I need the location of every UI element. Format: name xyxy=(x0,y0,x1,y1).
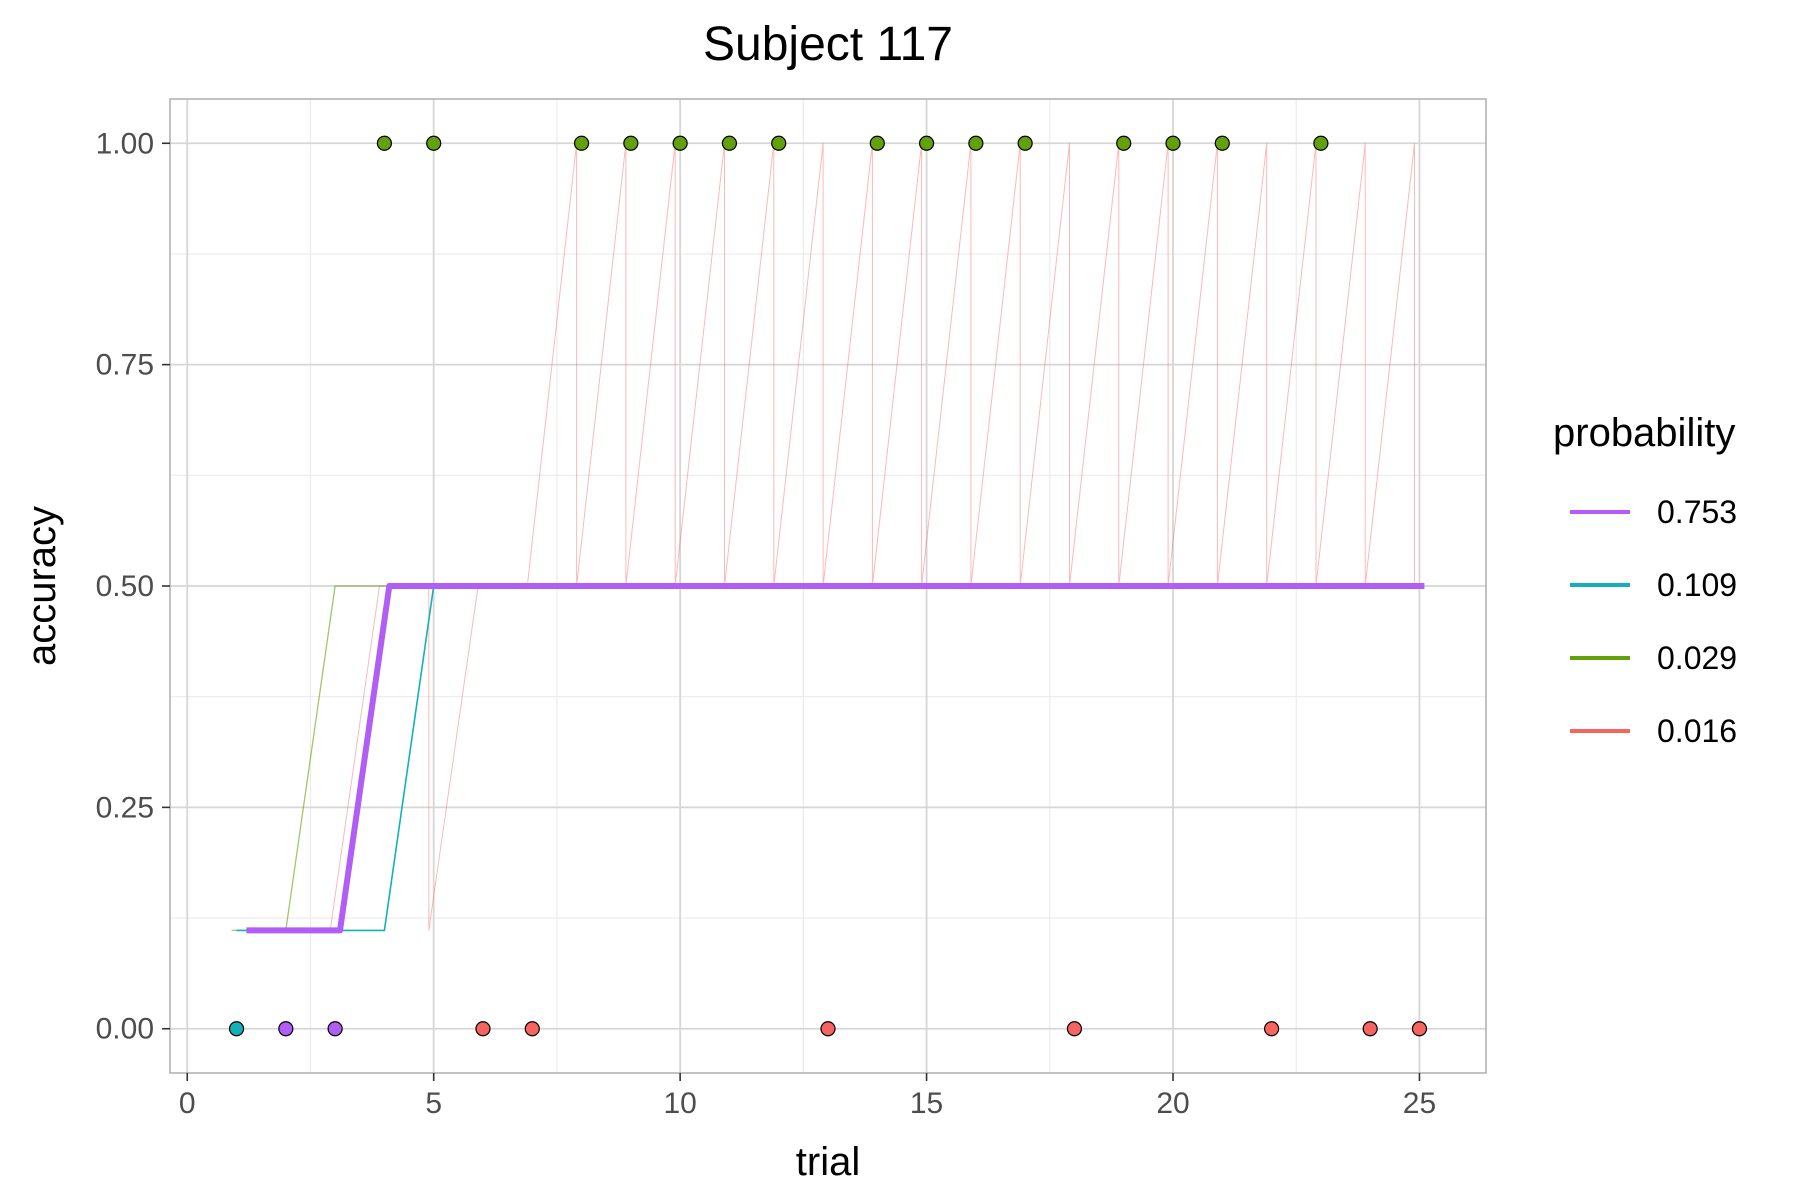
y-axis-title: accuracy xyxy=(20,506,64,666)
x-tick-label: 25 xyxy=(1403,1087,1436,1120)
data-point-0-029 xyxy=(1017,135,1033,151)
data-point-0-029 xyxy=(672,135,688,151)
legend-title: probability xyxy=(1553,411,1735,455)
data-point-0-016 xyxy=(1362,1021,1378,1037)
data-point-0-753 xyxy=(278,1021,294,1037)
data-point-0-029 xyxy=(1116,135,1132,151)
legend-label: 0.029 xyxy=(1657,640,1737,676)
series-line-0-016 xyxy=(329,142,1415,931)
series-lines xyxy=(231,142,1425,934)
legend: probability 0.753 0.109 0.029 0.016 xyxy=(1553,411,1737,749)
y-axis: 0.00 0.25 0.50 0.75 1.00 xyxy=(96,127,170,1046)
y-tick-label: 1.00 xyxy=(96,127,154,160)
data-point-0-029 xyxy=(573,135,590,151)
data-point-0-029 xyxy=(1165,135,1181,151)
data-point-0-029 xyxy=(968,135,984,151)
legend-label: 0.109 xyxy=(1657,567,1737,603)
legend-label: 0.753 xyxy=(1657,494,1737,530)
x-axis-title: trial xyxy=(796,1140,860,1184)
series-points xyxy=(228,135,1428,1037)
data-point-0-029 xyxy=(869,135,885,151)
x-tick-label: 0 xyxy=(179,1087,196,1120)
y-tick-label: 0.50 xyxy=(96,570,154,603)
data-point-0-029 xyxy=(1313,135,1329,151)
data-point-0-016 xyxy=(1411,1021,1428,1037)
data-point-0-029 xyxy=(623,135,639,151)
x-tick-label: 15 xyxy=(910,1087,943,1120)
data-point-0-029 xyxy=(918,135,935,151)
x-tick-label: 20 xyxy=(1156,1087,1189,1120)
x-axis: 0 5 10 15 20 25 xyxy=(179,1073,1436,1120)
data-point-0-029 xyxy=(771,135,787,151)
data-point-0-016 xyxy=(820,1021,836,1037)
data-point-0-016 xyxy=(475,1021,491,1037)
data-point-0-029 xyxy=(721,135,738,151)
data-point-0-109 xyxy=(228,1021,245,1037)
y-tick-label: 0.00 xyxy=(96,1013,154,1046)
data-point-0-016 xyxy=(524,1021,540,1037)
y-tick-label: 0.25 xyxy=(96,791,154,824)
data-point-0-029 xyxy=(1214,135,1230,151)
data-point-0-753 xyxy=(327,1021,343,1037)
data-point-0-029 xyxy=(376,135,393,151)
chart-title: Subject 117 xyxy=(703,18,953,71)
series-line-0-753 xyxy=(246,583,1425,934)
data-point-0-016 xyxy=(1263,1021,1280,1037)
y-tick-label: 0.75 xyxy=(96,349,154,382)
x-tick-label: 5 xyxy=(425,1087,442,1120)
data-point-0-016 xyxy=(1066,1021,1083,1037)
x-tick-label: 10 xyxy=(663,1087,696,1120)
legend-label: 0.016 xyxy=(1657,713,1737,749)
data-point-0-029 xyxy=(426,135,442,151)
